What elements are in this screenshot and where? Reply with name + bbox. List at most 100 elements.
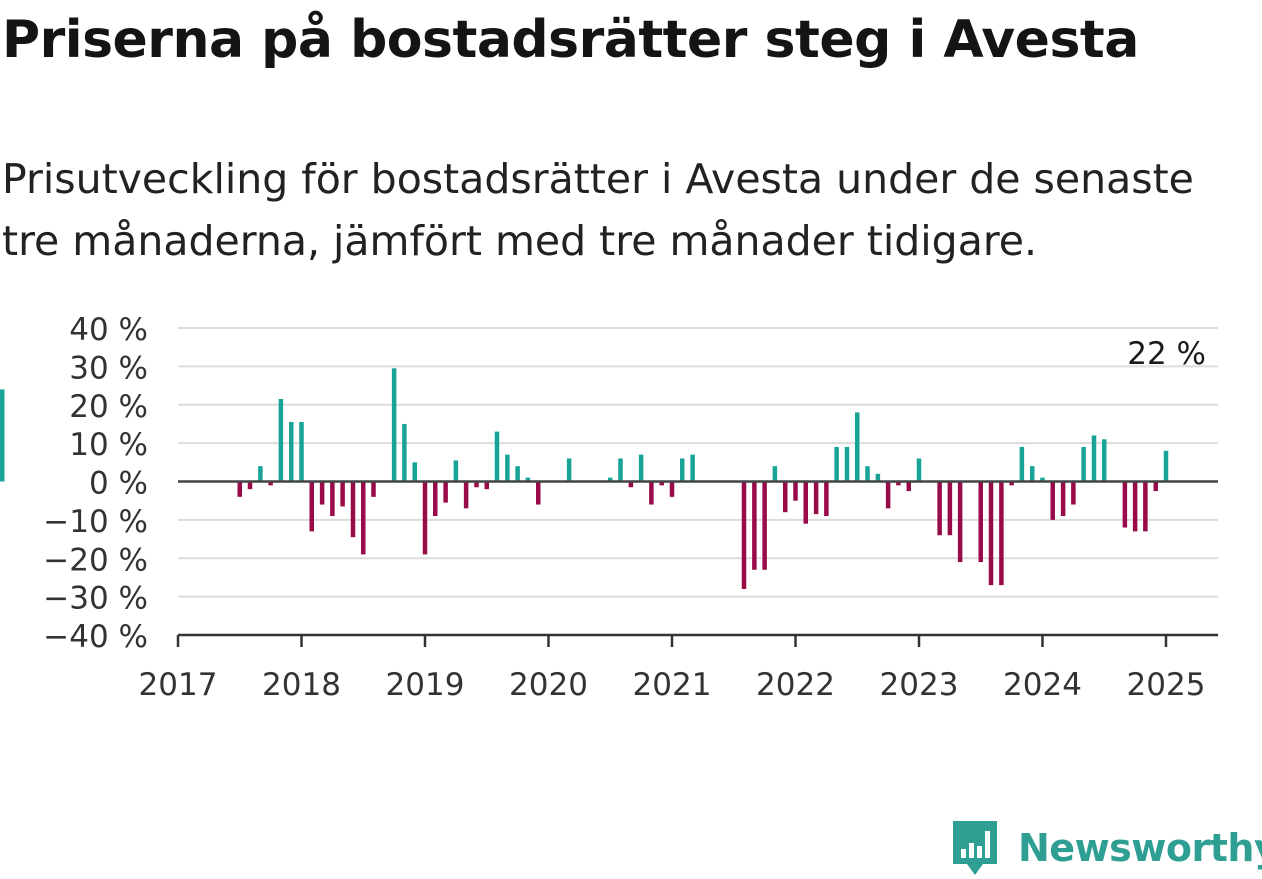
bar xyxy=(1060,481,1066,517)
bar xyxy=(350,481,356,538)
bar xyxy=(463,481,469,509)
y-tick-label: −10 % xyxy=(43,504,148,540)
bar xyxy=(638,454,644,482)
bar xyxy=(402,423,407,482)
bar xyxy=(762,481,767,570)
bar xyxy=(319,481,325,505)
bar xyxy=(484,481,489,490)
bar xyxy=(782,481,788,513)
grid-lines xyxy=(178,327,1218,598)
bar xyxy=(525,477,531,482)
bar xyxy=(628,481,634,488)
tick-labels: 40 %30 %20 %10 %0 %−10 %−20 %−30 %−40 % 2… xyxy=(43,312,1206,703)
bar xyxy=(1163,450,1169,482)
bar xyxy=(1019,446,1025,482)
bar xyxy=(474,481,479,488)
bar xyxy=(844,446,850,482)
bar xyxy=(1081,446,1086,482)
bar xyxy=(443,481,448,503)
bar xyxy=(803,481,809,524)
bar xyxy=(669,481,675,497)
bar xyxy=(268,481,273,486)
bar xyxy=(288,422,294,482)
bar xyxy=(659,481,664,486)
x-tick-label: 2024 xyxy=(1003,667,1082,703)
bar xyxy=(608,477,613,482)
value-annotation: 22 % xyxy=(1127,336,1206,372)
y-tick-label: 40 % xyxy=(69,312,148,348)
bar xyxy=(885,481,891,509)
x-tick-label: 2018 xyxy=(262,667,341,703)
bar xyxy=(906,481,911,492)
bar xyxy=(1132,481,1138,532)
y-tick-label: 30 % xyxy=(69,350,148,386)
bar xyxy=(834,446,839,482)
bar xyxy=(412,462,417,482)
bar xyxy=(330,481,335,517)
bars xyxy=(0,368,1169,589)
bar xyxy=(618,458,623,482)
bar xyxy=(793,481,798,501)
bar xyxy=(957,481,963,563)
x-tick-label: 2025 xyxy=(1127,667,1206,703)
brand-logo: Newsworthy xyxy=(950,818,1262,878)
brand-name: Newsworthy xyxy=(1018,826,1262,870)
bar xyxy=(1050,481,1056,520)
bar xyxy=(875,473,881,482)
y-tick-label: −40 % xyxy=(43,619,148,655)
bar xyxy=(1071,481,1076,505)
bar xyxy=(988,481,994,586)
bar xyxy=(422,481,428,555)
bar xyxy=(237,481,242,497)
bar xyxy=(505,454,510,482)
chart-subtitle: Prisutveckling för bostadsrätter i Avest… xyxy=(2,155,1194,265)
newsworthy-logo-icon xyxy=(953,821,997,875)
bar xyxy=(535,481,541,505)
bar xyxy=(299,422,304,482)
bar xyxy=(649,481,654,505)
y-tick-label: 20 % xyxy=(69,389,148,425)
bar xyxy=(1143,481,1148,532)
bar xyxy=(258,466,263,482)
bar xyxy=(937,481,942,536)
bar xyxy=(361,481,366,555)
bar xyxy=(741,481,747,589)
bar xyxy=(391,368,397,482)
chart-title: Priserna på bostadsrätter steg i Avesta xyxy=(2,10,1139,70)
bar xyxy=(772,466,778,482)
y-tick-label: −30 % xyxy=(43,581,148,617)
bar xyxy=(1029,466,1035,482)
bar xyxy=(824,481,829,517)
y-tick-label: 0 % xyxy=(89,466,148,502)
bar xyxy=(566,458,572,482)
bar xyxy=(947,481,953,536)
bar xyxy=(1091,435,1097,482)
bar xyxy=(978,481,983,563)
bar xyxy=(433,481,438,517)
bar xyxy=(453,460,459,482)
bar xyxy=(340,481,345,507)
bar xyxy=(1009,481,1014,486)
x-tick-label: 2020 xyxy=(509,667,588,703)
bar xyxy=(813,481,819,515)
bar xyxy=(1122,481,1128,528)
bar xyxy=(515,466,520,482)
bar xyxy=(752,481,757,570)
bar xyxy=(1040,477,1045,482)
bar xyxy=(494,431,500,482)
y-tick-label: 10 % xyxy=(69,427,148,463)
bar xyxy=(0,397,5,482)
bar xyxy=(855,412,860,482)
bar xyxy=(278,398,284,482)
y-tick-label: −20 % xyxy=(43,542,148,578)
x-tick-label: 2017 xyxy=(139,667,218,703)
axes xyxy=(176,480,1218,647)
x-tick-label: 2019 xyxy=(386,667,465,703)
x-tick-label: 2023 xyxy=(880,667,959,703)
bar xyxy=(916,458,922,482)
bar xyxy=(690,454,695,482)
bar xyxy=(247,481,253,490)
bar xyxy=(1102,439,1107,482)
x-tick-label: 2021 xyxy=(633,667,712,703)
bar xyxy=(371,481,376,497)
